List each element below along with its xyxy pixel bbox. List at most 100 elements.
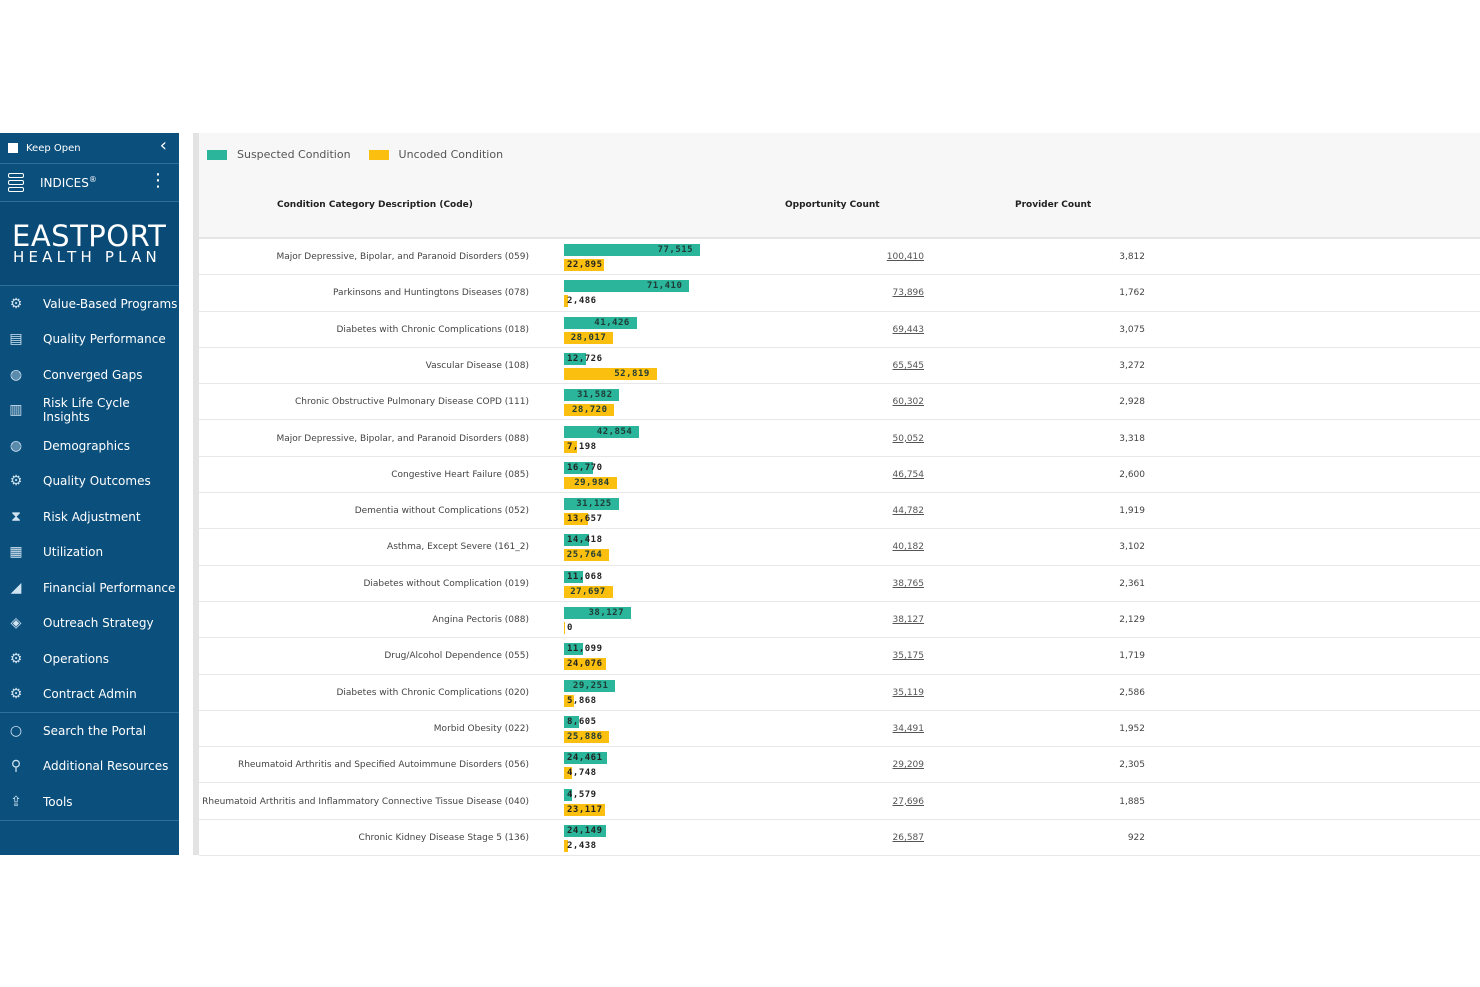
sidebar-item-quality-performance[interactable]: ▤ Quality Performance	[0, 322, 179, 358]
column-header-opportunity[interactable]: Opportunity Count	[785, 200, 880, 210]
opportunity-count-link[interactable]: 34,491	[892, 723, 925, 734]
globe-icon: ◍	[9, 366, 23, 383]
opportunity-count-link[interactable]: 38,127	[892, 615, 925, 625]
legend-uncoded[interactable]: Uncoded Condition	[368, 148, 503, 161]
suspected-bar-fill	[564, 244, 700, 256]
uncoded-bar-fill	[564, 730, 610, 743]
uncoded-bar-fill	[564, 295, 569, 308]
uncoded-bar-fill	[564, 549, 610, 562]
suspected-bar-label: 11,099	[567, 644, 603, 655]
opportunity-count-link[interactable]: 100,410	[886, 252, 924, 262]
uncoded-bar-label: 22,895	[567, 260, 603, 270]
uncoded-bar-label: 25,764	[566, 550, 603, 561]
keep-open-toggle[interactable]: Keep Open ‹	[0, 133, 179, 164]
sidebar-item-additional-resources[interactable]: ⚲ Additional Resources	[0, 749, 179, 785]
legend-uncoded-swatch	[368, 149, 389, 160]
opportunity-count-link[interactable]: 60,302	[892, 397, 925, 408]
opportunity-count-link[interactable]: 38,765	[892, 578, 925, 589]
sidebar-item-label: Quality Performance	[43, 332, 166, 347]
suspected-bar-label: 31,125	[576, 499, 612, 510]
provider-count: 2,600	[1119, 469, 1145, 480]
indices-header[interactable]: INDICES® ⋮	[0, 164, 179, 202]
opportunity-count-link[interactable]: 50,052	[892, 433, 925, 444]
sidebar: Keep Open ‹ INDICES® ⋮ EASTPORT HEALTH P…	[0, 133, 179, 855]
table-row: Morbid Obesity (022) 8,605 25,886 34,491 1,9…	[199, 711, 1480, 748]
table-row: Drug/Alcohol Dependence (055) 11,099 24,07…	[199, 638, 1480, 675]
table-row: Congestive Heart Failure (085) 16,770 29,9…	[199, 457, 1480, 494]
condition-description: Major Depressive, Bipolar, and Paranoid …	[276, 433, 529, 444]
table-row: Dementia without Complications (052) 31,1…	[199, 493, 1480, 530]
sidebar-item-operations[interactable]: ⚙ Operations	[0, 641, 179, 677]
sidebar-item-value-based-programs[interactable]: ⚙ Value-Based Programs	[0, 286, 179, 322]
opportunity-count-link[interactable]: 29,209	[892, 760, 925, 771]
opportunity-count-link[interactable]: 44,782	[892, 506, 925, 517]
sidebar-item-contract-admin[interactable]: ⚙ Contract Admin	[0, 677, 179, 713]
provider-count: 3,075	[1119, 324, 1145, 335]
sidebar-item-label: Outreach Strategy	[43, 616, 154, 631]
condition-description: Diabetes with Chronic Complications (020…	[336, 687, 529, 698]
sidebar-item-risk-adjustment[interactable]: ⧗ Risk Adjustment	[0, 499, 179, 535]
opportunity-count-link[interactable]: 26,587	[892, 832, 925, 843]
bar-chart-icon: ▥	[9, 402, 23, 419]
gear-badge-icon: ⚙	[9, 295, 23, 312]
uncoded-bar-fill	[564, 404, 615, 417]
condition-description: Chronic Kidney Disease Stage 5 (136)	[358, 832, 529, 843]
opportunity-count-link[interactable]: 69,443	[892, 324, 925, 335]
suspected-bar-label: 42,854	[596, 426, 633, 437]
kebab-menu-icon[interactable]: ⋮	[149, 170, 167, 191]
suspected-bar-fill	[564, 679, 616, 692]
provider-count: 2,129	[1119, 615, 1145, 625]
logo-line2: HEALTH PLAN	[13, 248, 161, 266]
uncoded-bar-label: 52,819	[614, 368, 650, 379]
uncoded-bar-fill	[564, 767, 573, 780]
column-header-description[interactable]: Condition Category Description (Code)	[277, 200, 473, 210]
logo: EASTPORT HEALTH PLAN	[0, 202, 179, 286]
sidebar-item-outreach-strategy[interactable]: ◈ Outreach Strategy	[0, 606, 179, 642]
sidebar-item-tools[interactable]: ⇪ Tools	[0, 784, 179, 820]
table-row: Parkinsons and Huntingtons Diseases (078…	[199, 275, 1480, 312]
uncoded-bar-fill	[564, 476, 617, 489]
uncoded-bar-fill	[564, 259, 605, 271]
sidebar-item-label: Risk Life Cycle Insights	[42, 396, 130, 425]
suspected-bar-fill	[564, 461, 594, 474]
opportunity-count-link[interactable]: 27,696	[892, 796, 925, 807]
uncoded-bar-fill	[564, 622, 565, 634]
suspected-bar-fill	[564, 498, 619, 511]
table-row: Angina Pectoris (088) 38,127 0 38,127 2,129	[199, 602, 1480, 639]
provider-count: 3,102	[1119, 542, 1145, 553]
column-header-provider[interactable]: Provider Count	[1015, 200, 1092, 210]
opportunity-count-link[interactable]: 35,175	[892, 651, 925, 662]
opportunity-count-link[interactable]: 35,119	[892, 687, 925, 698]
uncoded-bar-label: 4,748	[567, 768, 597, 779]
condition-description: Angina Pectoris (088)	[432, 615, 529, 625]
table-row: Rheumatoid Arthritis and Inflammatory Co…	[199, 784, 1480, 820]
opportunity-count-link[interactable]: 40,182	[892, 542, 925, 553]
suspected-bar-label: 12,726	[567, 353, 603, 364]
link-icon: ⚲	[10, 758, 22, 775]
suspected-bar-fill	[564, 570, 584, 583]
sidebar-item-search-the-portal[interactable]: ○ Search the Portal	[0, 713, 179, 749]
sidebar-item-quality-outcomes[interactable]: ⚙ Quality Outcomes	[0, 464, 179, 500]
sidebar-item-label: Converged Gaps	[43, 367, 143, 382]
registered-mark: ®	[88, 175, 97, 184]
keep-open-checkbox[interactable]	[8, 143, 18, 153]
handshake-icon: ◈	[10, 615, 22, 632]
table-row: Diabetes without Complication (019) 11,06…	[199, 566, 1480, 602]
opportunity-count-link[interactable]: 46,754	[892, 469, 925, 480]
uncoded-bar-fill	[564, 694, 575, 707]
opportunity-count-link[interactable]: 65,545	[892, 360, 925, 371]
chevron-left-icon[interactable]: ‹	[159, 135, 167, 156]
sidebar-item-label: Search the Portal	[43, 723, 147, 738]
sidebar-item-financial-performance[interactable]: ◢ Financial Performance	[0, 570, 179, 606]
globe-icon: ◍	[9, 437, 23, 454]
legend-suspected[interactable]: Suspected Condition	[207, 148, 351, 161]
sidebar-item-demographics[interactable]: ◍ Demographics	[0, 428, 179, 464]
sidebar-item-label: Demographics	[43, 438, 130, 453]
sidebar-item-risk-life-cycle-insights[interactable]: ▥ Risk Life Cycle Insights	[0, 393, 179, 429]
sidebar-item-converged-gaps[interactable]: ◍ Converged Gaps	[0, 357, 179, 393]
sidebar-item-label: Tools	[43, 794, 73, 809]
provider-count: 1,719	[1119, 651, 1145, 662]
opportunity-count-link[interactable]: 73,896	[892, 288, 925, 299]
sidebar-item-utilization[interactable]: ▦ Utilization	[0, 535, 179, 571]
uncoded-bar-fill	[564, 331, 614, 344]
